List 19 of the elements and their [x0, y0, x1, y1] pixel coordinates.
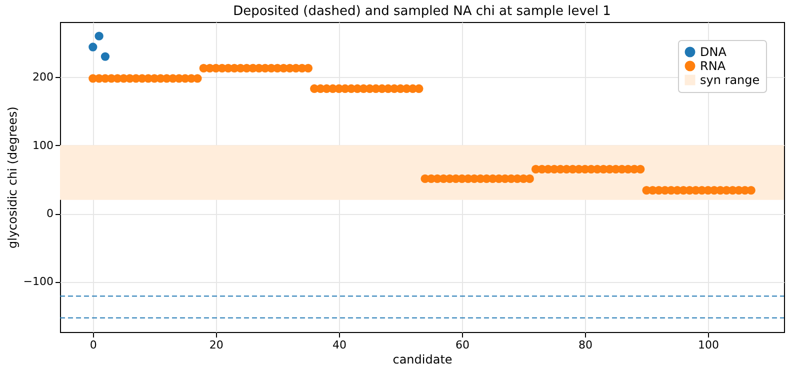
x-tick-label: 20	[209, 338, 224, 352]
x-tick-label: 100	[698, 338, 720, 352]
x-tick-label: 80	[578, 338, 593, 352]
y-tick-label: 0	[46, 207, 54, 220]
point	[100, 52, 110, 61]
y-tick-label: 100	[32, 138, 54, 152]
point	[94, 32, 104, 40]
chart-title: Deposited (dashed) and sampled NA chi at sample level 1	[233, 4, 611, 19]
x-tick-label: 40	[332, 338, 346, 352]
legend-label: syn range	[700, 73, 760, 87]
legend-label: DNA	[700, 45, 728, 59]
x-axis-title: candidate	[392, 352, 452, 366]
point	[88, 42, 98, 52]
x-tick-label: 60	[455, 338, 470, 352]
y-axis-title: glycosidic chi (degrees)	[5, 106, 20, 248]
legend-label: RNA	[700, 59, 726, 73]
y-tick-label: −100	[23, 275, 54, 288]
y-tick-label: 200	[32, 70, 54, 84]
x-tick-label: 0	[90, 338, 97, 352]
